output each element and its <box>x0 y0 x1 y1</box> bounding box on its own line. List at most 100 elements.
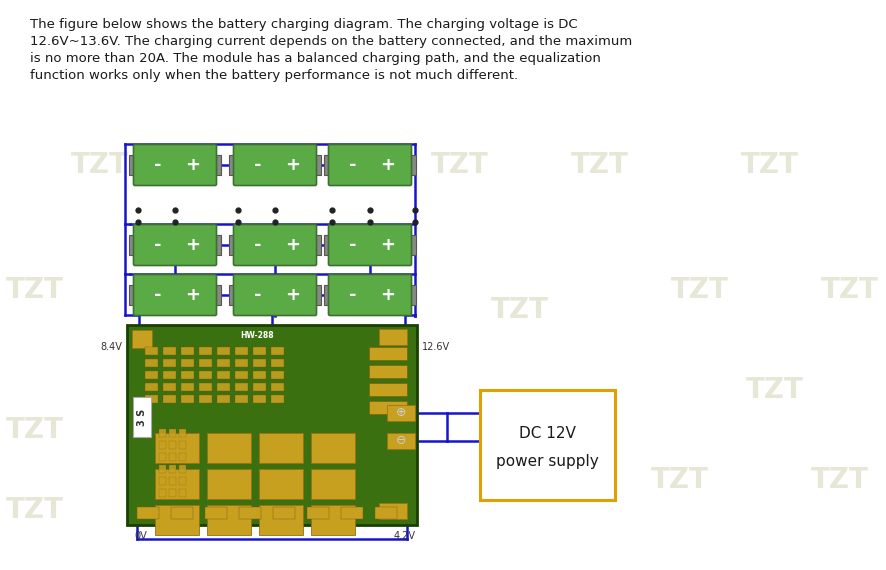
Text: ⊕: ⊕ <box>395 406 406 420</box>
Text: is no more than 20A. The module has a balanced charging path, and the equalizati: is no more than 20A. The module has a ba… <box>30 52 600 65</box>
Text: The figure below shows the battery charging diagram. The charging voltage is DC: The figure below shows the battery charg… <box>30 18 577 31</box>
Bar <box>235 347 248 355</box>
Text: -: - <box>348 156 356 174</box>
Bar <box>159 465 166 473</box>
Bar <box>132 330 152 348</box>
Bar <box>155 469 198 499</box>
Bar <box>253 395 266 403</box>
Text: TZT: TZT <box>810 466 868 494</box>
Bar <box>155 433 198 463</box>
Text: -: - <box>348 236 356 254</box>
Text: -: - <box>153 156 161 174</box>
Text: +: + <box>185 236 200 254</box>
Text: -: - <box>153 236 161 254</box>
Bar <box>128 234 136 255</box>
Bar <box>217 371 229 379</box>
Bar <box>369 365 407 378</box>
Bar <box>198 383 212 391</box>
FancyBboxPatch shape <box>328 275 411 316</box>
Text: TZT: TZT <box>820 276 878 304</box>
Text: +: + <box>380 236 394 254</box>
Bar <box>128 154 136 176</box>
Text: TZT: TZT <box>431 151 488 179</box>
Bar <box>229 234 237 255</box>
Text: +: + <box>380 286 394 304</box>
Bar <box>253 383 266 391</box>
Bar <box>213 154 221 176</box>
Bar <box>163 347 175 355</box>
Bar <box>307 507 329 519</box>
Bar <box>369 383 407 396</box>
Bar <box>181 395 194 403</box>
Bar <box>217 347 229 355</box>
Bar <box>181 371 194 379</box>
Bar <box>235 359 248 367</box>
Text: TZT: TZT <box>550 466 609 494</box>
Bar <box>369 401 407 414</box>
Bar <box>273 507 295 519</box>
FancyBboxPatch shape <box>233 275 316 316</box>
Text: -: - <box>253 156 260 174</box>
Bar <box>323 234 331 255</box>
Text: 3 S: 3 S <box>136 408 147 426</box>
Bar <box>169 429 175 437</box>
Bar <box>144 347 158 355</box>
Bar <box>238 507 260 519</box>
Bar <box>311 505 354 535</box>
Bar <box>198 395 212 403</box>
Text: HW-288: HW-288 <box>240 331 274 340</box>
Bar <box>171 507 193 519</box>
Bar <box>375 507 397 519</box>
Bar <box>217 383 229 391</box>
Bar <box>144 371 158 379</box>
Text: TZT: TZT <box>71 151 128 179</box>
Bar <box>213 284 221 306</box>
Bar <box>271 359 284 367</box>
Bar <box>144 383 158 391</box>
Bar <box>378 503 407 519</box>
Text: 4.2V: 4.2V <box>393 531 416 541</box>
Bar <box>323 154 331 176</box>
Text: DC 12V: DC 12V <box>518 426 575 442</box>
Bar <box>206 433 251 463</box>
Bar <box>323 284 331 306</box>
Bar <box>159 489 166 497</box>
Text: TZT: TZT <box>6 496 64 524</box>
Text: 8.4V: 8.4V <box>100 342 122 352</box>
Bar <box>163 371 175 379</box>
Bar <box>479 390 614 500</box>
Bar <box>133 397 151 437</box>
Bar <box>271 347 284 355</box>
Bar <box>163 383 175 391</box>
Bar <box>311 433 354 463</box>
Bar <box>313 234 321 255</box>
FancyBboxPatch shape <box>134 225 216 266</box>
Bar <box>229 154 237 176</box>
FancyBboxPatch shape <box>328 145 411 185</box>
Bar <box>311 469 354 499</box>
Text: +: + <box>284 286 299 304</box>
Bar <box>229 284 237 306</box>
Text: -: - <box>253 236 260 254</box>
Bar <box>169 453 175 461</box>
Text: TZT: TZT <box>571 151 628 179</box>
Bar <box>271 371 284 379</box>
Bar <box>163 359 175 367</box>
FancyBboxPatch shape <box>233 225 316 266</box>
FancyBboxPatch shape <box>134 275 216 316</box>
Bar <box>271 395 284 403</box>
Bar <box>179 489 186 497</box>
Bar <box>144 359 158 367</box>
Text: +: + <box>185 156 200 174</box>
Text: power supply: power supply <box>495 454 598 469</box>
Bar <box>198 359 212 367</box>
Bar <box>206 505 251 535</box>
Bar <box>136 507 159 519</box>
Bar <box>159 477 166 485</box>
Bar <box>181 359 194 367</box>
Bar <box>198 347 212 355</box>
FancyBboxPatch shape <box>328 225 411 266</box>
Bar <box>179 477 186 485</box>
Bar <box>213 234 221 255</box>
Bar <box>181 347 194 355</box>
